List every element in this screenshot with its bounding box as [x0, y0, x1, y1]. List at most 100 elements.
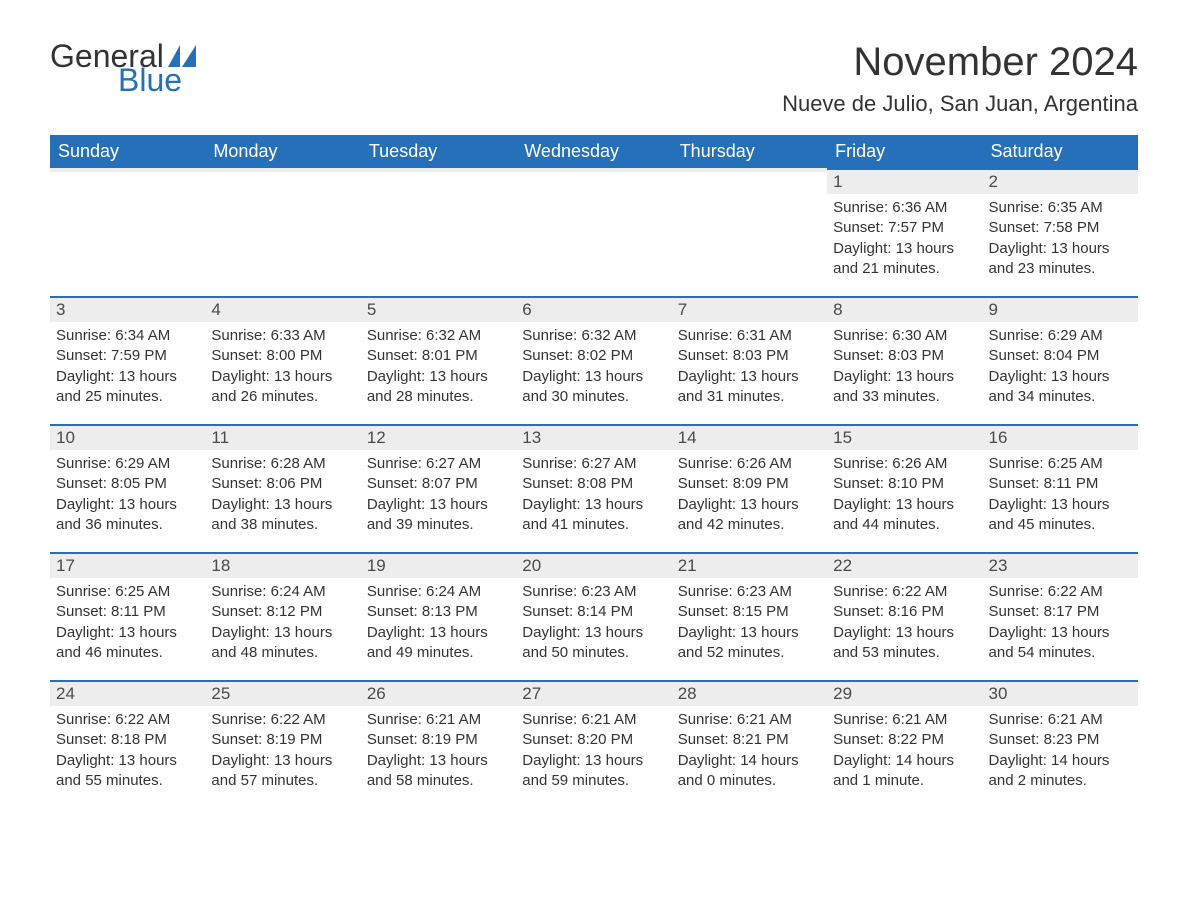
day-body: Sunrise: 6:30 AMSunset: 8:03 PMDaylight:… [827, 322, 982, 415]
day-number: 23 [983, 552, 1138, 578]
sunrise-text: Sunrise: 6:36 AM [833, 198, 976, 218]
day-number: 6 [516, 296, 671, 322]
day-number: 11 [205, 424, 360, 450]
day-body: Sunrise: 6:26 AMSunset: 8:09 PMDaylight:… [672, 450, 827, 543]
day-body: Sunrise: 6:21 AMSunset: 8:22 PMDaylight:… [827, 706, 982, 799]
day-number: 19 [361, 552, 516, 578]
day-cell: 26Sunrise: 6:21 AMSunset: 8:19 PMDayligh… [361, 680, 516, 808]
day-cell: 8Sunrise: 6:30 AMSunset: 8:03 PMDaylight… [827, 296, 982, 424]
sunrise-text: Sunrise: 6:21 AM [989, 710, 1132, 730]
daylight-text: Daylight: 13 hours and 36 minutes. [56, 495, 199, 536]
day-body: Sunrise: 6:32 AMSunset: 8:01 PMDaylight:… [361, 322, 516, 415]
sunset-text: Sunset: 8:22 PM [833, 730, 976, 750]
sunset-text: Sunset: 8:02 PM [522, 346, 665, 366]
day-number: 9 [983, 296, 1138, 322]
day-cell [672, 168, 827, 296]
day-cell: 19Sunrise: 6:24 AMSunset: 8:13 PMDayligh… [361, 552, 516, 680]
day-cell: 25Sunrise: 6:22 AMSunset: 8:19 PMDayligh… [205, 680, 360, 808]
sunrise-text: Sunrise: 6:33 AM [211, 326, 354, 346]
sunset-text: Sunset: 8:19 PM [367, 730, 510, 750]
sunset-text: Sunset: 8:18 PM [56, 730, 199, 750]
day-body: Sunrise: 6:21 AMSunset: 8:21 PMDaylight:… [672, 706, 827, 799]
day-body: Sunrise: 6:25 AMSunset: 8:11 PMDaylight:… [983, 450, 1138, 543]
daylight-text: Daylight: 13 hours and 28 minutes. [367, 367, 510, 408]
day-body: Sunrise: 6:32 AMSunset: 8:02 PMDaylight:… [516, 322, 671, 415]
daylight-text: Daylight: 13 hours and 46 minutes. [56, 623, 199, 664]
sunrise-text: Sunrise: 6:22 AM [211, 710, 354, 730]
day-cell [361, 168, 516, 296]
daylight-text: Daylight: 13 hours and 53 minutes. [833, 623, 976, 664]
day-body: Sunrise: 6:23 AMSunset: 8:14 PMDaylight:… [516, 578, 671, 671]
daylight-text: Daylight: 13 hours and 55 minutes. [56, 751, 199, 792]
day-cell: 13Sunrise: 6:27 AMSunset: 8:08 PMDayligh… [516, 424, 671, 552]
sunrise-text: Sunrise: 6:32 AM [522, 326, 665, 346]
sunrise-text: Sunrise: 6:22 AM [56, 710, 199, 730]
sunset-text: Sunset: 8:06 PM [211, 474, 354, 494]
day-number: 8 [827, 296, 982, 322]
day-body: Sunrise: 6:22 AMSunset: 8:17 PMDaylight:… [983, 578, 1138, 671]
day-cell [516, 168, 671, 296]
sunset-text: Sunset: 8:03 PM [833, 346, 976, 366]
sunset-text: Sunset: 8:08 PM [522, 474, 665, 494]
day-number: 1 [827, 168, 982, 194]
day-body: Sunrise: 6:22 AMSunset: 8:18 PMDaylight:… [50, 706, 205, 799]
day-cell: 5Sunrise: 6:32 AMSunset: 8:01 PMDaylight… [361, 296, 516, 424]
day-cell: 9Sunrise: 6:29 AMSunset: 8:04 PMDaylight… [983, 296, 1138, 424]
day-cell: 6Sunrise: 6:32 AMSunset: 8:02 PMDaylight… [516, 296, 671, 424]
day-body: Sunrise: 6:36 AMSunset: 7:57 PMDaylight:… [827, 194, 982, 287]
sunrise-text: Sunrise: 6:21 AM [367, 710, 510, 730]
sunrise-text: Sunrise: 6:34 AM [56, 326, 199, 346]
day-number: 22 [827, 552, 982, 578]
sunrise-text: Sunrise: 6:26 AM [833, 454, 976, 474]
sunrise-text: Sunrise: 6:27 AM [367, 454, 510, 474]
sunrise-text: Sunrise: 6:24 AM [367, 582, 510, 602]
daylight-text: Daylight: 13 hours and 33 minutes. [833, 367, 976, 408]
day-cell: 15Sunrise: 6:26 AMSunset: 8:10 PMDayligh… [827, 424, 982, 552]
sunset-text: Sunset: 8:00 PM [211, 346, 354, 366]
daylight-text: Daylight: 13 hours and 38 minutes. [211, 495, 354, 536]
day-cell: 21Sunrise: 6:23 AMSunset: 8:15 PMDayligh… [672, 552, 827, 680]
day-number: 2 [983, 168, 1138, 194]
day-cell: 12Sunrise: 6:27 AMSunset: 8:07 PMDayligh… [361, 424, 516, 552]
day-of-week-header: SundayMondayTuesdayWednesdayThursdayFrid… [50, 135, 1138, 168]
day-number: 29 [827, 680, 982, 706]
day-number: 10 [50, 424, 205, 450]
daylight-text: Daylight: 14 hours and 2 minutes. [989, 751, 1132, 792]
day-cell: 24Sunrise: 6:22 AMSunset: 8:18 PMDayligh… [50, 680, 205, 808]
day-body: Sunrise: 6:26 AMSunset: 8:10 PMDaylight:… [827, 450, 982, 543]
sunset-text: Sunset: 8:21 PM [678, 730, 821, 750]
sunrise-text: Sunrise: 6:35 AM [989, 198, 1132, 218]
dow-cell: Sunday [50, 135, 205, 168]
week-row: 1Sunrise: 6:36 AMSunset: 7:57 PMDaylight… [50, 168, 1138, 296]
day-number: 17 [50, 552, 205, 578]
sunset-text: Sunset: 7:57 PM [833, 218, 976, 238]
header: General Blue November 2024 Nueve de Juli… [50, 40, 1138, 117]
sunset-text: Sunset: 8:01 PM [367, 346, 510, 366]
day-number: 12 [361, 424, 516, 450]
logo-sail-icon [168, 45, 196, 67]
sunrise-text: Sunrise: 6:21 AM [678, 710, 821, 730]
sunrise-text: Sunrise: 6:30 AM [833, 326, 976, 346]
day-body: Sunrise: 6:21 AMSunset: 8:20 PMDaylight:… [516, 706, 671, 799]
calendar: SundayMondayTuesdayWednesdayThursdayFrid… [50, 135, 1138, 808]
day-cell: 28Sunrise: 6:21 AMSunset: 8:21 PMDayligh… [672, 680, 827, 808]
sunset-text: Sunset: 7:58 PM [989, 218, 1132, 238]
daylight-text: Daylight: 13 hours and 59 minutes. [522, 751, 665, 792]
sunset-text: Sunset: 8:11 PM [56, 602, 199, 622]
sunset-text: Sunset: 8:09 PM [678, 474, 821, 494]
daylight-text: Daylight: 13 hours and 34 minutes. [989, 367, 1132, 408]
dow-cell: Monday [205, 135, 360, 168]
daylight-text: Daylight: 13 hours and 50 minutes. [522, 623, 665, 664]
day-cell [205, 168, 360, 296]
sunset-text: Sunset: 8:16 PM [833, 602, 976, 622]
day-body: Sunrise: 6:22 AMSunset: 8:19 PMDaylight:… [205, 706, 360, 799]
sunset-text: Sunset: 8:12 PM [211, 602, 354, 622]
sunrise-text: Sunrise: 6:21 AM [522, 710, 665, 730]
day-body: Sunrise: 6:21 AMSunset: 8:23 PMDaylight:… [983, 706, 1138, 799]
daylight-text: Daylight: 13 hours and 31 minutes. [678, 367, 821, 408]
sunrise-text: Sunrise: 6:25 AM [989, 454, 1132, 474]
week-row: 24Sunrise: 6:22 AMSunset: 8:18 PMDayligh… [50, 680, 1138, 808]
daylight-text: Daylight: 14 hours and 0 minutes. [678, 751, 821, 792]
title-block: November 2024 Nueve de Julio, San Juan, … [782, 40, 1138, 117]
dow-cell: Tuesday [361, 135, 516, 168]
